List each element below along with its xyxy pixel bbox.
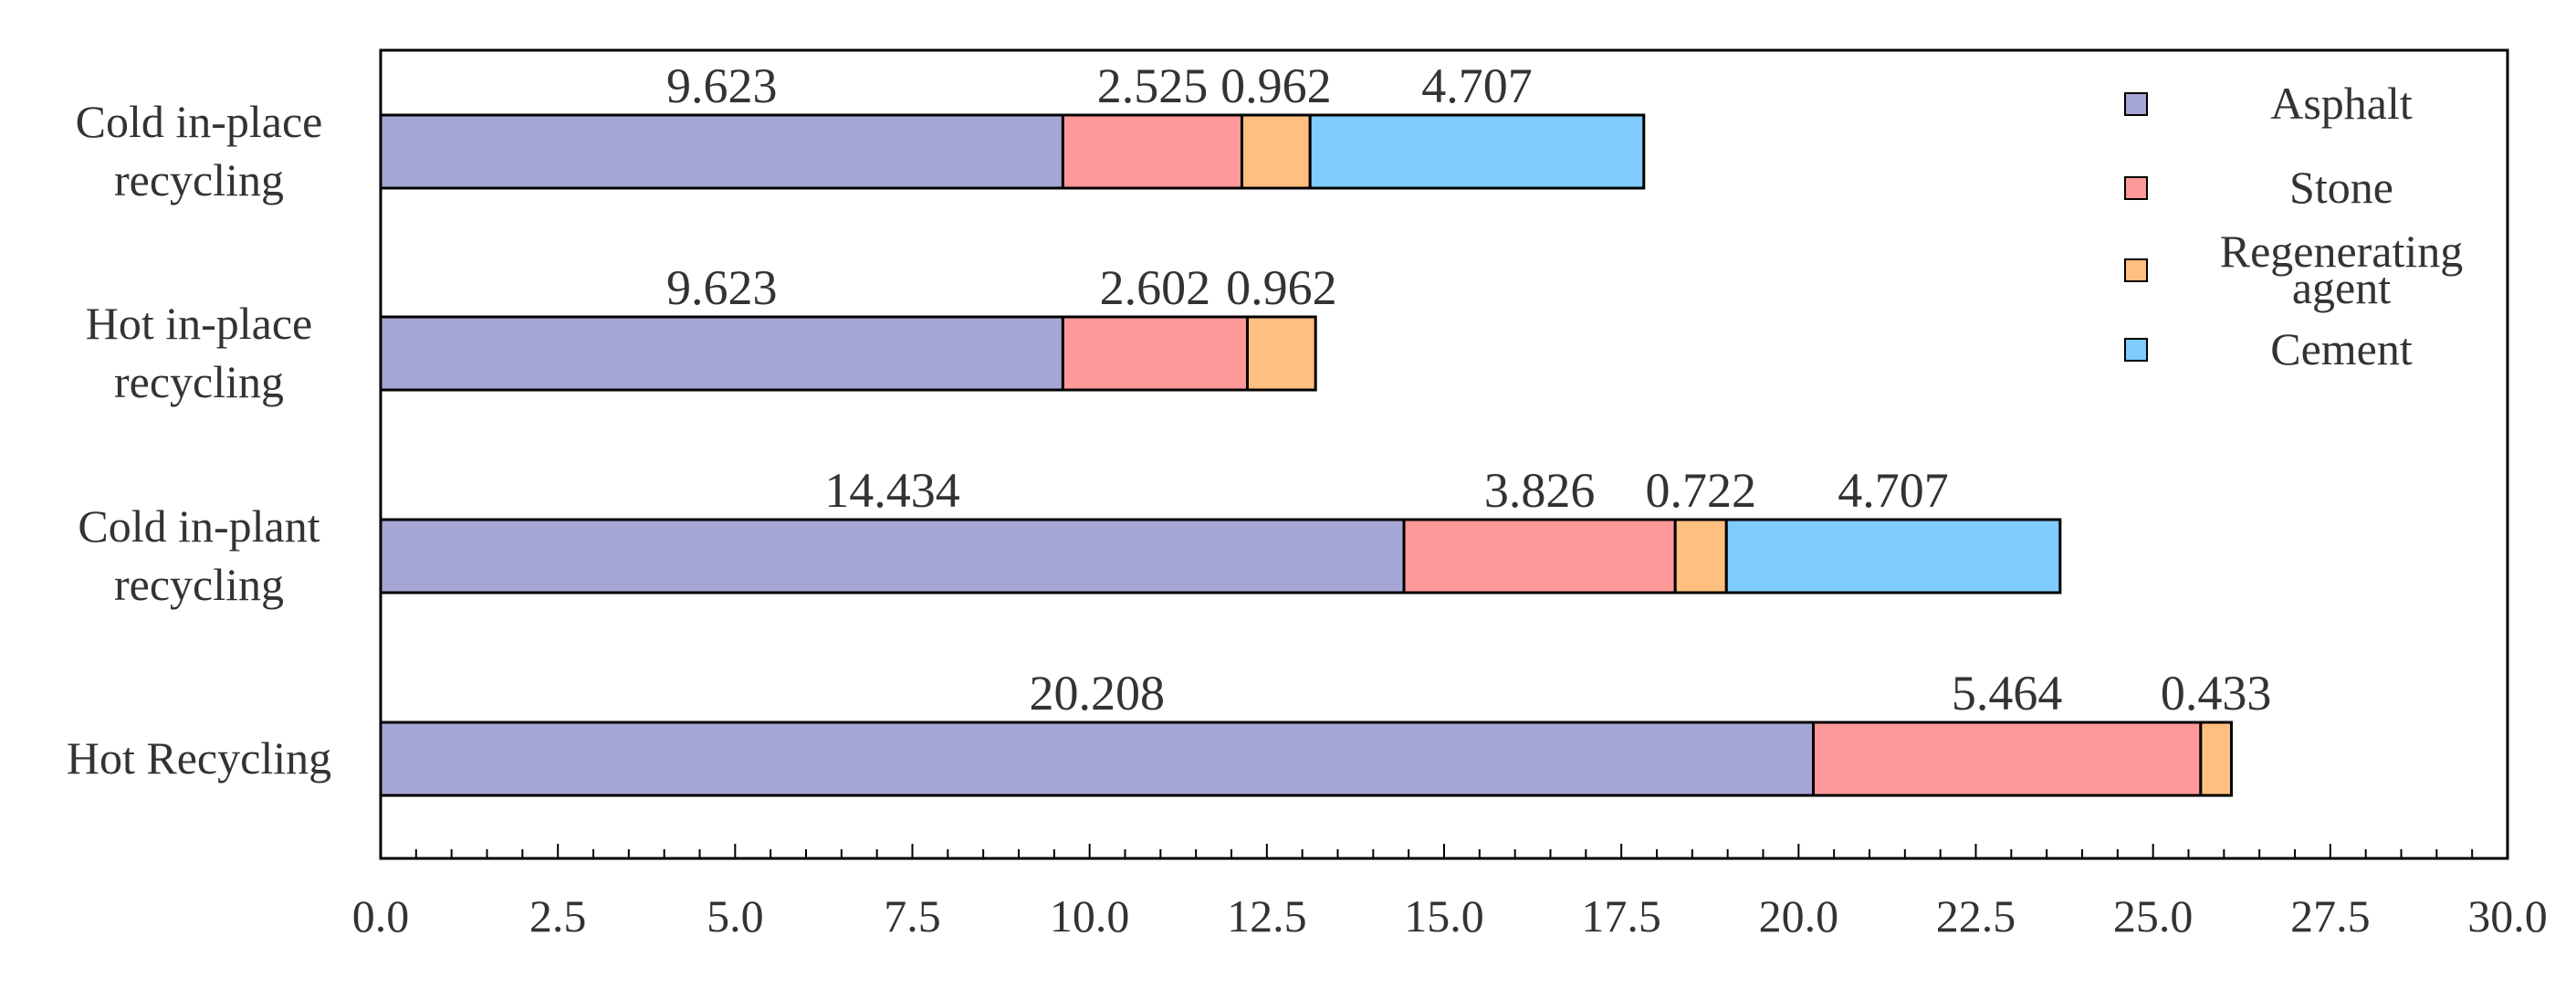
data-label: 2.525 <box>1097 58 1209 113</box>
data-label: 2.602 <box>1100 260 1211 315</box>
bar-segment <box>379 518 1406 594</box>
category-label: recycling <box>114 356 284 407</box>
bar-segment <box>379 315 1064 392</box>
x-axis-tick-labels: 0.0 2.5 5.0 7.5 10.0 12.5 15.0 17.5 20.0 22.5 25.0… <box>352 890 2548 942</box>
category-label: Hot in-place <box>86 298 313 349</box>
data-label: 0.962 <box>1226 260 1337 315</box>
x-tick-label: 17.5 <box>1581 890 1661 942</box>
bar-segment <box>379 721 1815 797</box>
bar-segment <box>1724 518 2062 594</box>
bar-segment <box>1811 721 2203 797</box>
data-label: 9.623 <box>666 260 778 315</box>
x-tick-label: 5.0 <box>707 890 764 942</box>
bar-segment <box>1240 113 1312 190</box>
category-labels: Cold in-place recycling Hot in-place recycl… <box>67 96 331 784</box>
x-tick-label: 20.0 <box>1759 890 1839 942</box>
bar-segment <box>1061 315 1249 392</box>
x-axis-ticks <box>380 844 2508 858</box>
legend-label: agent <box>2292 262 2391 313</box>
bars <box>379 113 2233 797</box>
bar-segment <box>1402 518 1677 594</box>
legend-label: Asphalt <box>2270 78 2413 129</box>
category-label: Cold in-place <box>76 96 323 147</box>
legend-swatch <box>2124 338 2148 362</box>
data-label: 0.962 <box>1220 58 1332 113</box>
bar-segment <box>1245 315 1317 392</box>
bar-segment <box>1673 518 1728 594</box>
bar-segment <box>379 113 1064 190</box>
data-label: 9.623 <box>666 58 778 113</box>
data-label: 0.722 <box>1645 463 1756 518</box>
data-label: 0.433 <box>2161 666 2272 721</box>
data-label: 20.208 <box>1029 666 1165 721</box>
bar-segment <box>1061 113 1243 190</box>
category-label: recycling <box>114 154 284 205</box>
x-tick-label: 27.5 <box>2290 890 2371 942</box>
category-label: Hot Recycling <box>67 732 331 784</box>
x-tick-label: 22.5 <box>1936 890 2016 942</box>
legend-swatch <box>2124 258 2148 282</box>
bar-segment <box>1308 113 1646 190</box>
legend-swatch <box>2124 92 2148 116</box>
category-label: recycling <box>114 559 284 610</box>
category-label: Cold in-plant <box>78 500 319 552</box>
legend-label: Stone <box>2289 162 2393 213</box>
data-label: 14.434 <box>824 463 960 518</box>
x-tick-label: 10.0 <box>1050 890 1130 942</box>
x-tick-label: 0.0 <box>352 890 410 942</box>
data-label: 5.464 <box>1952 666 2063 721</box>
x-tick-label: 2.5 <box>529 890 587 942</box>
data-label: 3.826 <box>1484 463 1596 518</box>
legend-label: Cement <box>2270 323 2413 374</box>
bar-segment <box>2199 721 2233 797</box>
x-tick-label: 15.0 <box>1404 890 1484 942</box>
legend-label: Regenerating <box>2220 226 2464 277</box>
x-tick-label: 30.0 <box>2467 890 2548 942</box>
data-label: 4.707 <box>1421 58 1533 113</box>
x-tick-label: 7.5 <box>884 890 941 942</box>
x-tick-label: 12.5 <box>1227 890 1307 942</box>
x-tick-label: 25.0 <box>2113 890 2194 942</box>
data-label: 4.707 <box>1838 463 1949 518</box>
legend-swatch <box>2124 176 2148 200</box>
